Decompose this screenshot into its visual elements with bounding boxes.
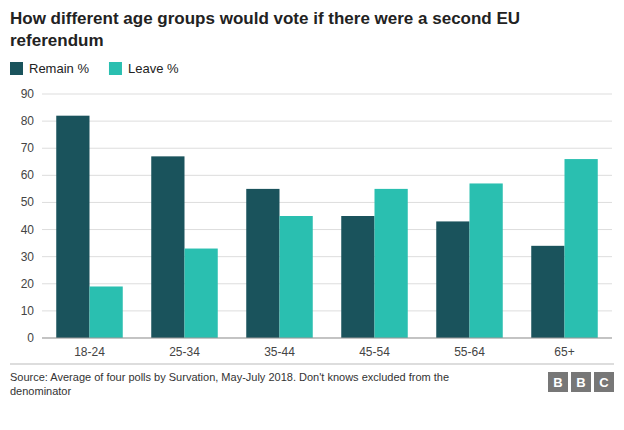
grid-line (42, 94, 612, 95)
bar (375, 189, 408, 338)
grid: 0 10 20 30 40 50 60 70 80 90 (21, 87, 612, 345)
x-tick-label: 65+ (554, 345, 574, 359)
bar (470, 183, 503, 338)
logo-text: BBC (553, 375, 609, 390)
logo-box (571, 372, 591, 392)
y-tick-label: 70 (21, 141, 35, 155)
grid-line (42, 121, 612, 122)
grid-line (42, 283, 612, 284)
legend-swatch (10, 62, 23, 75)
source-line: denominator (10, 385, 71, 397)
grid-line (42, 256, 612, 257)
y-tick-label: 10 (21, 304, 35, 318)
y-tick-label: 0 (27, 331, 34, 345)
legend-label: Remain % (29, 61, 89, 76)
grid-line (42, 229, 612, 230)
x-tick-label: 55-64 (454, 345, 485, 359)
bar (341, 216, 374, 338)
logo: BBC (548, 372, 614, 392)
bar (151, 156, 184, 338)
y-tick-label: 50 (21, 195, 35, 209)
grid-line (42, 310, 612, 311)
logo-box (594, 372, 614, 392)
bar (565, 159, 598, 338)
chart: How different age groups would vote if t… (0, 0, 624, 430)
bar (90, 286, 123, 338)
logo-box (548, 372, 568, 392)
title: How different age groups would vote if t… (10, 9, 520, 50)
x-tick-label: 25-34 (169, 345, 200, 359)
x-tick-label: 35-44 (264, 345, 295, 359)
x-tick-label: 45-54 (359, 345, 390, 359)
source-line: Source: Average of four polls by Survati… (10, 371, 449, 383)
bar (185, 249, 218, 338)
y-tick-label: 20 (21, 277, 35, 291)
bar (531, 246, 564, 338)
logo-letter: B (576, 375, 585, 390)
x-axis: 18-24 25-34 35-44 45-54 55-64 65+ (74, 345, 575, 359)
x-axis-line (42, 338, 612, 339)
bar (246, 189, 279, 338)
title-line: referendum (10, 31, 104, 50)
legend-label: Leave % (128, 61, 179, 76)
bar (280, 216, 313, 338)
x-tick-label: 18-24 (74, 345, 105, 359)
y-tick-label: 80 (21, 114, 35, 128)
logo-letter: B (553, 375, 562, 390)
legend-swatch (109, 62, 122, 75)
y-tick-label: 30 (21, 250, 35, 264)
bars (56, 116, 598, 338)
grid-line (42, 148, 612, 149)
y-tick-label: 90 (21, 87, 35, 101)
source: Source: Average of four polls by Survati… (10, 371, 449, 397)
grid-line (42, 202, 612, 203)
y-tick-label: 40 (21, 223, 35, 237)
legend: Remain % Leave % (10, 61, 179, 76)
title-line: How different age groups would vote if t… (10, 9, 520, 28)
logo-letter: C (599, 375, 609, 390)
y-tick-label: 60 (21, 168, 35, 182)
separator (10, 364, 614, 365)
bar (56, 116, 89, 338)
grid-line (42, 175, 612, 176)
bar (436, 221, 469, 338)
grid-line (42, 338, 612, 339)
